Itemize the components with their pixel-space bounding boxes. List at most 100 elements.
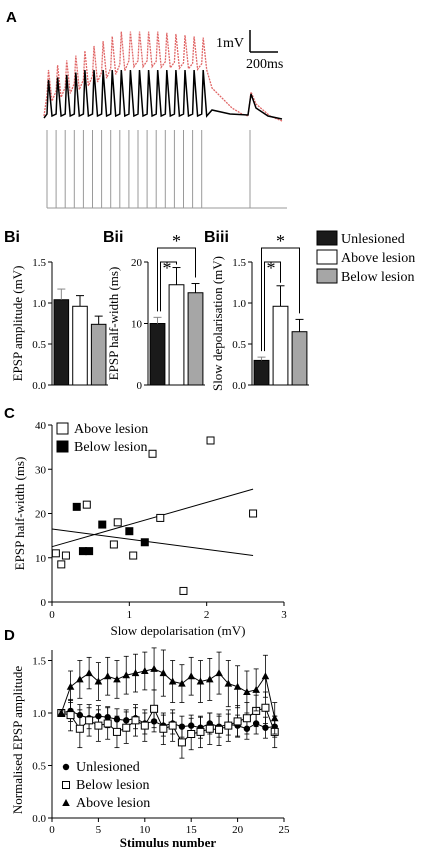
significance-star: * [276, 231, 285, 251]
data-point [178, 679, 186, 687]
data-point [249, 509, 258, 518]
x-tick-label: 0 [49, 609, 55, 621]
x-tick-label: 15 [186, 824, 198, 836]
data-point [206, 436, 215, 445]
y-tick-label: 20 [131, 257, 143, 269]
legend-label: Below lesion [74, 440, 148, 455]
y-axis-label: EPSP half-width (ms) [106, 267, 121, 381]
data-point [112, 727, 121, 736]
y-tick-label: 10 [35, 553, 47, 565]
y-axis-label: Normalised EPSP amplitude [10, 666, 25, 815]
significance-bracket [261, 247, 300, 352]
data-point [168, 721, 177, 730]
data-point [168, 677, 177, 685]
data-point [85, 547, 94, 556]
y-tick-label: 0 [137, 380, 143, 392]
data-point [252, 685, 260, 693]
x-tick-label: 2 [204, 609, 210, 621]
data-point [150, 664, 158, 672]
scale-bar-time-label: 200ms [246, 57, 283, 72]
data-point [85, 716, 94, 725]
data-point [125, 527, 134, 536]
y-axis-label: Slow depolarisation (mV) [210, 256, 225, 391]
y-axis-label: EPSP amplitude (mV) [10, 266, 25, 382]
data-point [82, 500, 91, 509]
data-point [94, 721, 103, 730]
legend-swatch-unlesioned [316, 230, 338, 246]
data-point [156, 513, 165, 522]
significance-star: * [172, 231, 181, 251]
data-point [270, 714, 279, 722]
legend-label-above-lesion: Above lesion [341, 251, 415, 266]
chart-d-line: 0.0 0.5 1.0 1.5 0 5 10 15 20 25 Normalised EPSP am… [10, 647, 291, 850]
y-tick-label: 0.5 [32, 761, 46, 773]
data-point [129, 551, 138, 560]
data-point [113, 675, 121, 683]
data-point [187, 730, 196, 738]
significance-star: * [267, 258, 276, 278]
panel-label-a: A [6, 9, 17, 26]
data-point [205, 675, 214, 683]
data-point [159, 669, 168, 677]
chart-bii-epsp-half-width: 0 10 20 EPSP half-width (ms) ** [106, 231, 205, 392]
fit-line [51, 488, 254, 548]
data-point [109, 540, 118, 549]
data-point [113, 518, 122, 527]
data-point [196, 677, 205, 685]
data-point [150, 704, 159, 713]
data-point [51, 549, 60, 558]
series-line [60, 668, 276, 719]
panel-label-biii: Biii [204, 229, 229, 246]
legend-b: Unlesioned Above lesion Below lesion [316, 230, 415, 285]
significance-bracket [264, 261, 281, 352]
chart-bi-epsp-amplitude: 0.0 0.5 1.0 1.5 EPSP amplitude (mV) [10, 257, 108, 392]
bar [90, 323, 107, 386]
data-point [262, 724, 269, 731]
data-point [62, 799, 70, 806]
data-point [140, 538, 149, 547]
data-point [75, 724, 84, 733]
data-point [98, 520, 107, 529]
legend-label: Above lesion [76, 796, 150, 811]
red-trace-path [43, 31, 283, 122]
legend-label-below-lesion: Below lesion [341, 270, 415, 285]
significance-star: * [163, 258, 172, 278]
chart-biii-slow-depolarisation: 0.0 0.5 1.0 1.5 Slow depolarisation (mV) ** [210, 231, 309, 392]
y-tick-label: 0 [41, 597, 47, 609]
y-tick-label: 0.0 [32, 813, 46, 825]
y-tick-label: 1.5 [232, 257, 246, 269]
data-point [66, 682, 75, 690]
data-point [57, 560, 66, 569]
x-tick-label: 10 [139, 824, 151, 836]
panel-label-c: C [4, 405, 15, 422]
y-tick-label: 1.0 [232, 298, 246, 310]
data-point [140, 721, 149, 730]
y-tick-label: 1.5 [32, 656, 46, 668]
data-point [85, 669, 93, 677]
bar [149, 323, 166, 386]
series-line [61, 707, 276, 744]
legend-label: Unlesioned [76, 760, 140, 775]
y-tick-label: 1.0 [32, 708, 46, 720]
data-point [57, 709, 66, 716]
data-point [242, 714, 251, 723]
x-axis-label: Slow depolarisation (mV) [110, 623, 245, 638]
x-tick-label: 5 [96, 824, 102, 836]
legend-label: Below lesion [76, 778, 150, 793]
data-point [233, 717, 242, 726]
data-point [103, 672, 112, 680]
x-tick-label: 20 [232, 824, 244, 836]
data-point [94, 677, 103, 685]
data-point [215, 669, 223, 677]
data-point [205, 724, 214, 733]
bar [168, 284, 185, 386]
data-point [76, 675, 84, 683]
scale-bar-amplitude-label: 1mV [216, 36, 244, 51]
x-tick-label: 25 [279, 824, 291, 836]
chart-c-scatter: 0 10 20 30 40 0 1 2 3 EPSP half-width (ms) Slow de… [12, 420, 287, 638]
legend-swatch-below-lesion [316, 268, 338, 284]
panel-label-d: D [4, 627, 15, 644]
red-voltage-trace [43, 31, 283, 122]
legend-marker [56, 422, 69, 435]
